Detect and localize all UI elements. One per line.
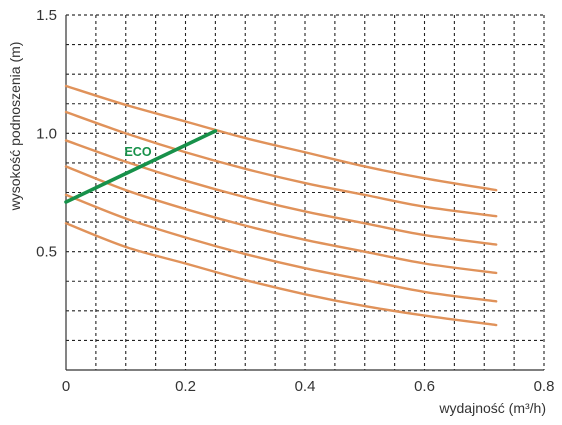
eco-label: ECO bbox=[124, 145, 151, 159]
eco-line bbox=[64, 129, 218, 204]
series-layer bbox=[64, 84, 498, 327]
x-axis-title: wydajność (m³/h) bbox=[438, 400, 546, 416]
pump-curve-line bbox=[64, 193, 498, 303]
x-tick-label: 0.4 bbox=[295, 378, 316, 395]
pump-curve-line bbox=[64, 222, 498, 327]
y-tick-label: 1.0 bbox=[36, 125, 57, 142]
pump-curve-line bbox=[64, 84, 498, 192]
y-tick-label: 1.5 bbox=[36, 7, 57, 24]
grid bbox=[66, 15, 544, 370]
axes bbox=[65, 14, 545, 371]
eco-layer: ECO bbox=[64, 129, 218, 204]
x-tick-label: 0 bbox=[62, 378, 70, 395]
pump-curve-line bbox=[64, 139, 498, 246]
tick-labels: 0 0.2 0.4 0.6 0.8 0.5 1.0 1.5 bbox=[36, 7, 554, 395]
y-axis-title: wysokość podnoszenia (m) bbox=[7, 42, 23, 212]
y-tick-label: 0.5 bbox=[36, 244, 57, 261]
x-tick-label: 0.6 bbox=[414, 378, 435, 395]
pump-curve-line bbox=[64, 165, 498, 275]
x-tick-label: 0.8 bbox=[534, 378, 555, 395]
pump-curve-line bbox=[64, 110, 498, 218]
x-tick-label: 0.2 bbox=[175, 378, 196, 395]
